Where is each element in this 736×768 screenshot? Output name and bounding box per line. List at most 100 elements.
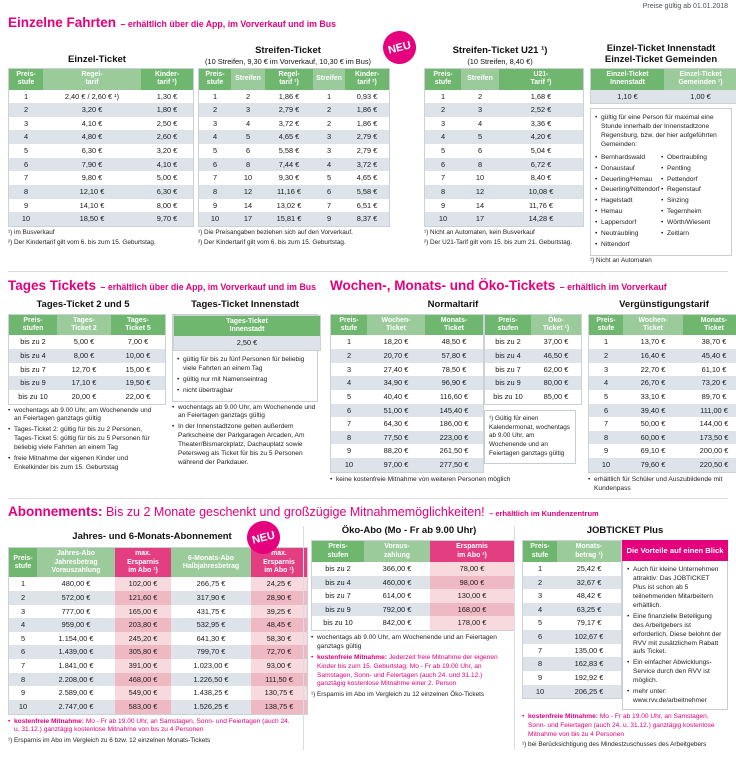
vorteil-bullet: Auch für kleine Unternehmen attraktiv: D… — [627, 566, 723, 610]
table-cell: bis zu 10 — [323, 618, 353, 628]
table-cell: 7,90 € — [81, 159, 103, 169]
table-cell: 2,79 € — [278, 105, 300, 115]
table-cell: 4 — [346, 378, 352, 388]
vorteil-bullet: Eine finanzielle Beteiligung des Arbeitg… — [627, 613, 723, 657]
table-cell: 549,00 € — [115, 686, 171, 700]
table-cell: 4 — [23, 132, 29, 142]
table-cell: 9,80 € — [81, 173, 103, 183]
column-header: Einzel-Ticket Innenstadt — [590, 68, 664, 90]
gemeinden-left: Bernhardswald Donaustauf Deuerling/HemauDe… — [595, 152, 661, 250]
mitnahme-footnote: kostenfreie Mitnahme: Mo - Fr ab 19.00 U… — [8, 718, 296, 736]
table-cell: 102,00 € — [115, 577, 171, 591]
table-cell: 4,65 € — [356, 173, 378, 183]
footnote: ²) Der Kindertarif gilt vom 6. bis zum 1… — [8, 238, 156, 246]
table-cell: 17 — [475, 214, 485, 224]
table-row: 5 6 5,58 € 3 2,79 € — [199, 144, 390, 158]
table-cell: 4 — [477, 118, 483, 128]
table-cell: 78,50 € — [441, 364, 467, 374]
table-cell: 1,00 € — [690, 91, 711, 101]
fare-table: Preis- stufe Wochen- Ticket Monats- Ticket… — [588, 313, 736, 473]
column-header: Wochen- Ticket — [623, 314, 683, 336]
section-abonnements: Abonnements: Bis zu 2 Monate geschenkt u… — [8, 503, 728, 750]
fare-table: Preis- stufe Streifen U21- Tarif ²) 1 2 1,68 … — [424, 68, 584, 227]
table-cell: 64,30 € — [383, 419, 409, 429]
gemeinde-item: Sinzing — [661, 197, 727, 206]
table-cell: 8 — [23, 186, 29, 196]
table-title: Einzel-Ticket Innenstadt — [606, 43, 716, 55]
column-header: Streifen — [231, 68, 265, 90]
table-cell: 33,10 € — [640, 391, 666, 401]
table-cell: 10 — [601, 460, 611, 470]
table-row: 8 12,10 € 6,30 € — [8, 184, 194, 199]
table-row: 8 12 10,08 € — [424, 184, 584, 199]
table-cell: 3 — [326, 146, 332, 156]
footnotes: ¹) Nicht an Automaten, kein Busverkauf ²)… — [424, 229, 576, 248]
column-header: Tages- Ticket 5 — [111, 314, 166, 336]
table-cell: 2.208,00 € — [58, 674, 94, 684]
section-title: Tages Tickets — [8, 277, 97, 293]
table-row: 1 2 1,68 € — [425, 90, 584, 104]
gemeinde-item: Bernhardswald — [595, 154, 661, 163]
table-cell: 1.023,00 € — [193, 661, 229, 671]
info-bullet: wochentags ab 9.00 Uhr, am Wochenende un… — [172, 404, 318, 422]
section-title: Einzelne Fahrten — [8, 15, 117, 30]
table-cell: 4 — [440, 132, 446, 142]
table-cell: 366,00 € — [382, 563, 412, 573]
table-cell: 5 — [20, 633, 26, 643]
verguenstigungstarif-block: Vergünstigungstarif Preis- stufe Wochen- … — [588, 299, 736, 494]
table-cell: 6,30 € — [81, 146, 103, 156]
table-row: 4 63,25 € — [522, 602, 622, 617]
table-row: 5 6 5,04 € — [425, 144, 584, 158]
vertical-divider — [514, 526, 515, 750]
table-cell: 1 — [20, 579, 26, 589]
table-cell: bis zu 9 — [325, 604, 351, 614]
table-cell: 20,70 € — [383, 351, 409, 361]
oeko-footnote-box: ¹) Gültig für einen Kalendermonat, woche… — [484, 409, 576, 465]
table-cell: 7 — [20, 661, 26, 671]
info-bullet: wochentags ab 9.00 Uhr, am Wochenende un… — [311, 634, 507, 652]
table-cell: 1 — [326, 91, 332, 101]
table-cell: 38,70 € — [701, 337, 727, 347]
gemeinden-right: Obertraubling Pentling PettendorfRegenstau… — [661, 152, 727, 250]
section-divider — [8, 498, 728, 500]
table-cell: 1 — [440, 91, 446, 101]
table-cell: 10 — [21, 214, 31, 224]
table-cell: 2 — [23, 105, 29, 115]
jahres-abo-table-wrap: Preis- stufe Jahres-Abo Jahresbetrag Vora… — [8, 547, 308, 715]
table-cell: 93,00 € — [251, 659, 308, 673]
table-cell: 9 — [346, 446, 352, 456]
table-cell: 186,00 € — [439, 419, 469, 429]
mitnahme-footnote: kostenfreie Mitnahme: Jederzeit freie Mi… — [311, 654, 507, 690]
gemeinde-item: Donaustauf — [595, 165, 661, 174]
table-cell: 4 — [326, 159, 332, 169]
table-cell: 10 — [535, 686, 545, 696]
table-cell: 431,75 € — [196, 606, 226, 616]
table-cell: bis zu 7 — [20, 364, 46, 374]
table-cell: 60,00 € — [640, 432, 666, 442]
table-cell: 9 — [212, 200, 218, 210]
table-cell: 305,80 € — [115, 645, 171, 660]
table-cell: 3 — [212, 118, 218, 128]
gemeinde-item: Deuerling/Hemau — [595, 176, 661, 185]
table-cell: 7 — [537, 645, 543, 655]
table-cell: 1 — [23, 91, 29, 101]
table-row: bis zu 2 5,00 € 7,00 € — [9, 335, 166, 349]
table-cell: 8,00 € — [73, 351, 95, 361]
table-cell: 80,00 € — [543, 378, 569, 388]
table-cell: 12,10 € — [79, 186, 105, 196]
table-cell: 2,40 € / 2,60 € ¹) — [64, 91, 120, 101]
table-row: 8 12 11,16 € 6 5,58 € — [198, 184, 390, 199]
table-cell: 14,28 € — [528, 214, 554, 224]
fare-table: Preis- stufe Wochen- Ticket Monats- Ticket… — [330, 313, 484, 473]
table-title: Streifen-Ticket U21 ¹) — [452, 45, 548, 57]
streifen-ticket-table-wrap: Preis- stufe Streifen Regel- tarif ¹) Strei… — [198, 68, 390, 227]
mitnahme-text: Mo - Fr ab 19.00 Uhr, an Samstagen, Sonn… — [14, 717, 290, 734]
mitnahme-text: Mo - Fr ab 19.00 Uhr, an Samstagen, Sonn… — [528, 712, 715, 738]
table-cell: 121,60 € — [115, 590, 171, 605]
table-cell: 5 — [537, 618, 543, 628]
table-cell: 9 — [440, 200, 446, 210]
table-row: 9 14 13,02 € 7 6,51 € — [199, 199, 390, 213]
table-row: 8 60,00 € 173,50 € — [588, 430, 736, 445]
column-header: Tages- Ticket 2 — [57, 314, 111, 336]
oeko-abo-table-wrap: Preis- stufen Voraus- zahlung Ersparnis im… — [311, 540, 515, 632]
